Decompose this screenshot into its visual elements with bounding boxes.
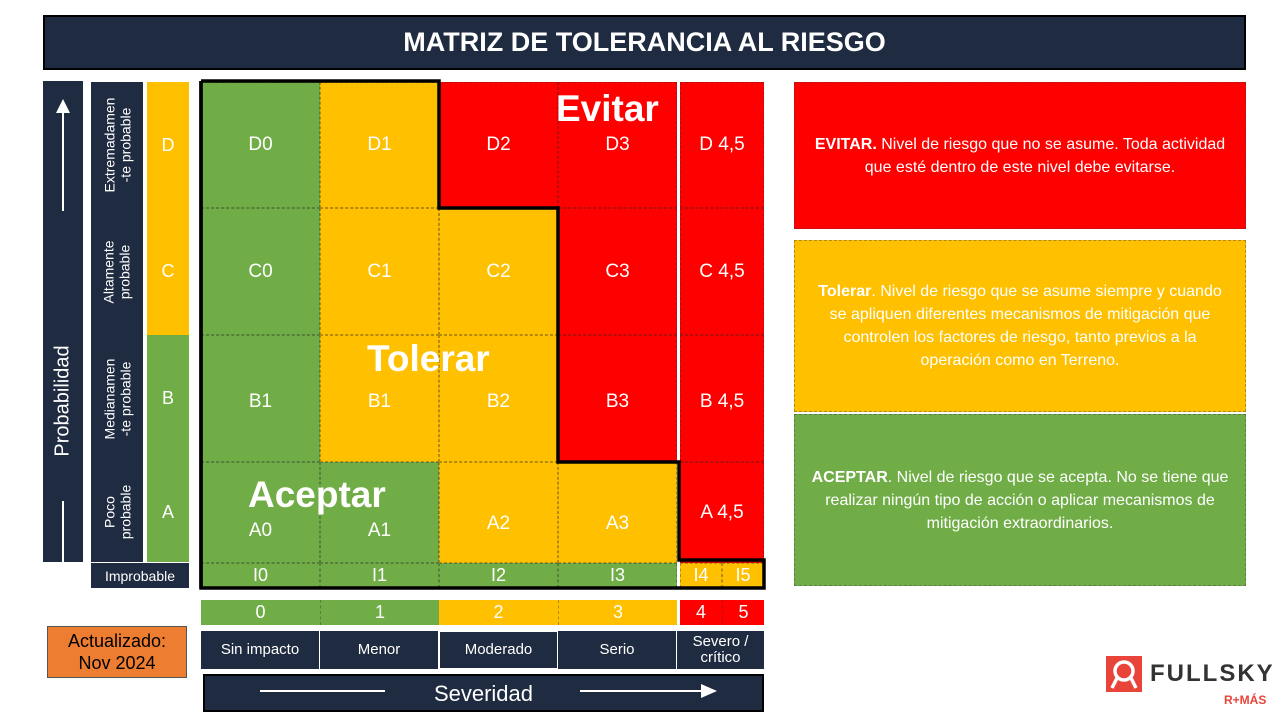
matrix-cell-i0: I0: [201, 563, 320, 588]
prob-code-b: B: [147, 335, 189, 462]
prob-code-a: A: [147, 462, 189, 562]
severity-score-0: 0: [201, 600, 320, 625]
severity-label-4-5: Severo / crítico: [677, 631, 764, 669]
severity-score-1: 1: [320, 600, 439, 625]
description-tolerar: Tolerar. Nivel de riesgo que se asume si…: [794, 240, 1246, 412]
prob-label-a: Poco probable: [91, 462, 143, 562]
severity-score-3: 3: [558, 600, 677, 625]
matrix-cell-i1: I1: [320, 563, 439, 588]
matrix-cell-c0: C0: [201, 208, 320, 335]
severity-label-0: Sin impacto: [201, 631, 320, 669]
severity-label-2: Moderado: [439, 631, 558, 669]
matrix-cell-c2: C2: [439, 208, 558, 335]
prob-label-improbable: Improbable: [91, 563, 189, 588]
zone-label-aceptar: Aceptar: [248, 474, 386, 515]
matrix-cell-c1: C1: [320, 208, 439, 335]
prob-label-d: Extremadamen -te probable: [91, 82, 143, 208]
zone-label-evitar: Evitar: [556, 88, 659, 129]
severity-score-2: 2: [439, 600, 558, 625]
matrix-cell-a3: A3: [558, 462, 677, 563]
description-evitar: EVITAR. Nivel de riesgo que no se asume.…: [794, 82, 1246, 229]
prob-code-c: C: [147, 208, 189, 335]
updated-badge: Actualizado: Nov 2024: [47, 626, 187, 678]
matrix-cell-i2: I2: [439, 563, 558, 588]
severity-score-4: 4: [680, 600, 722, 625]
logo-mark-icon: [1106, 656, 1142, 692]
matrix-cell-i3: I3: [558, 563, 677, 588]
matrix-cell-b3: B3: [558, 335, 677, 462]
severity-label-1: Menor: [320, 631, 439, 669]
matrix-cell-b45: B 4,5: [680, 335, 764, 462]
prob-label-c: Altamente probable: [91, 208, 143, 335]
severity-axis: Severidad: [203, 674, 764, 712]
page-title: MATRIZ DE TOLERANCIA AL RIESGO: [43, 15, 1246, 70]
matrix-cell-c3: C3: [558, 208, 677, 335]
prob-label-b: Medianamen -te probable: [91, 335, 143, 462]
logo-tagline: R+MÁS: [1224, 693, 1267, 707]
prob-code-d: D: [147, 82, 189, 208]
matrix-cell-b0: B1: [201, 335, 320, 462]
arrow-right-icon: [260, 684, 717, 698]
probability-axis: Probabilidad: [43, 81, 83, 562]
matrix-cell-i5: I5: [722, 563, 764, 588]
zone-label-tolerar: Tolerar: [367, 338, 490, 379]
matrix-cell-i4: I4: [680, 563, 722, 588]
matrix-cell-d45: D 4,5: [680, 82, 764, 208]
matrix-cell-a2: A2: [439, 462, 558, 563]
description-aceptar: ACEPTAR. Nivel de riesgo que se acepta. …: [794, 414, 1246, 586]
fullsky-logo: FULLSKY R+MÁS: [1106, 656, 1273, 708]
severity-score-5: 5: [722, 600, 764, 625]
logo-name: FULLSKY: [1150, 660, 1275, 687]
probability-axis-label: Probabilidad: [51, 345, 74, 457]
arrow-up-icon: [56, 99, 70, 562]
severity-label-3: Serio: [558, 631, 677, 669]
severity-axis-label: Severidad: [433, 681, 534, 706]
matrix-cell-a45: A 4,5: [680, 462, 764, 563]
matrix-cell-d0: D0: [201, 82, 320, 208]
matrix-cell-d1: D1: [320, 82, 439, 208]
matrix-cell-d2: D2: [439, 82, 558, 208]
matrix-cell-c45: C 4,5: [680, 208, 764, 335]
